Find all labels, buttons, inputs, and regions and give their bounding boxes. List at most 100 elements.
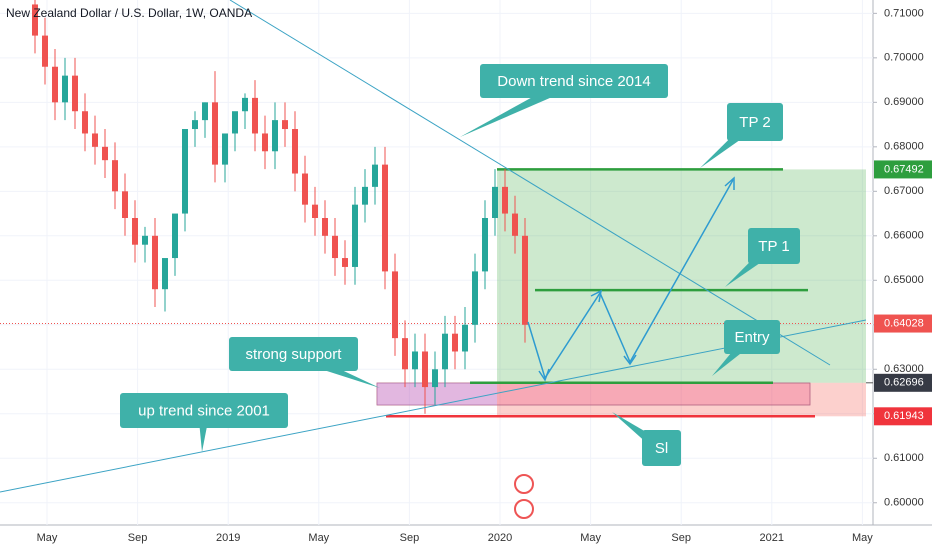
candle-body xyxy=(162,258,168,290)
arrow-head xyxy=(724,176,735,190)
price-label: 0.61943 xyxy=(884,410,924,422)
price-label: 0.62696 xyxy=(884,377,924,389)
candle-body xyxy=(92,133,98,147)
y-tick-label: 0.63000 xyxy=(884,363,924,375)
up-trend-line xyxy=(0,319,867,493)
x-tick-label: 2019 xyxy=(216,532,240,544)
candle-body xyxy=(492,186,498,219)
candle-body xyxy=(182,129,188,214)
candle-body xyxy=(152,235,158,290)
callout-box xyxy=(748,228,800,264)
candle-body xyxy=(302,173,308,205)
price-label-bg xyxy=(874,407,932,426)
x-tick-label: Sep xyxy=(671,532,691,544)
axes: 0.600000.610000.620000.630000.640000.650… xyxy=(37,7,932,544)
candle-body xyxy=(272,120,278,152)
callout-box xyxy=(724,320,780,354)
profit-zone xyxy=(497,169,866,383)
candle-body xyxy=(382,164,388,272)
callout-text: strong support xyxy=(246,346,343,363)
candle-body xyxy=(412,351,418,370)
candle-body xyxy=(142,235,148,245)
candle-body xyxy=(482,218,488,272)
y-tick-label: 0.61000 xyxy=(884,452,924,464)
x-tick-label: May xyxy=(580,532,601,544)
candle-body xyxy=(202,102,208,121)
candle-body xyxy=(312,204,318,219)
y-tick-label: 0.65000 xyxy=(884,274,924,286)
arrow-head xyxy=(590,289,603,303)
x-tick-label: Sep xyxy=(400,532,420,544)
candle-body xyxy=(372,164,378,187)
y-tick-label: 0.68000 xyxy=(884,141,924,153)
price-label: 0.64028 xyxy=(884,317,924,329)
callout-text: TP 1 xyxy=(758,238,789,255)
overlay xyxy=(0,0,867,493)
candle-body xyxy=(282,120,288,130)
candle-body xyxy=(112,160,118,192)
y-tick-label: 0.67000 xyxy=(884,185,924,197)
candle-body xyxy=(192,120,198,130)
icon xyxy=(514,499,534,519)
candle-body xyxy=(442,333,448,370)
candle-body xyxy=(512,213,518,236)
y-tick-label: 0.66000 xyxy=(884,230,924,242)
callout-box xyxy=(120,393,288,428)
price-label-bg xyxy=(874,373,932,392)
candle-body xyxy=(332,235,338,259)
candle-body xyxy=(62,75,68,103)
down-trend-line xyxy=(229,0,831,366)
candle-body xyxy=(172,213,178,259)
x-tick-label: 2021 xyxy=(760,532,784,544)
candle-body xyxy=(362,186,368,205)
candle-body xyxy=(222,133,228,165)
candle-body xyxy=(32,4,38,36)
zones xyxy=(0,168,873,418)
candle-body xyxy=(522,235,528,325)
icon xyxy=(514,474,534,494)
candle-body xyxy=(292,129,298,174)
logo-icons xyxy=(514,474,534,519)
callout-box xyxy=(480,64,668,98)
candle-body xyxy=(52,66,58,103)
y-tick-label: 0.60000 xyxy=(884,497,924,509)
candle-body xyxy=(252,97,258,134)
callout-text: Down trend since 2014 xyxy=(497,73,650,90)
candle-body xyxy=(462,324,468,352)
candle-body xyxy=(422,351,428,388)
candle-body xyxy=(132,218,138,245)
candle-body xyxy=(82,111,88,134)
candle-body xyxy=(242,97,248,112)
price-label: 0.67492 xyxy=(884,163,924,175)
candle-body xyxy=(122,191,128,219)
candle-body xyxy=(432,369,438,388)
arrow-head xyxy=(623,354,637,366)
arrow-head xyxy=(538,368,550,382)
y-tick-label: 0.71000 xyxy=(884,7,924,19)
callouts: Down trend since 2014 TP 2 TP 1 Entry strong… xyxy=(120,64,800,466)
candle-body xyxy=(232,111,238,134)
y-tick-label: 0.69000 xyxy=(884,96,924,108)
x-tick-label: Sep xyxy=(128,532,148,544)
candle-body xyxy=(342,258,348,267)
y-tick-label: 0.70000 xyxy=(884,52,924,64)
candle-body xyxy=(102,146,108,161)
price-label-bg xyxy=(874,160,932,179)
price-label-bg xyxy=(874,314,932,333)
candle-body xyxy=(392,271,398,339)
callout-text: up trend since 2001 xyxy=(138,402,270,419)
x-tick-label: May xyxy=(852,532,873,544)
candle-body xyxy=(472,271,478,325)
x-tick-label: 2020 xyxy=(488,532,512,544)
candle-body xyxy=(402,338,408,370)
candle-body xyxy=(72,75,78,112)
loss-zone xyxy=(497,382,866,417)
candle-body xyxy=(502,186,508,214)
x-tick-label: May xyxy=(308,532,329,544)
candle-body xyxy=(352,204,358,267)
x-tick-label: May xyxy=(37,532,58,544)
candles xyxy=(32,0,528,414)
callout-box xyxy=(642,430,681,466)
callout-text: Entry xyxy=(734,329,770,346)
